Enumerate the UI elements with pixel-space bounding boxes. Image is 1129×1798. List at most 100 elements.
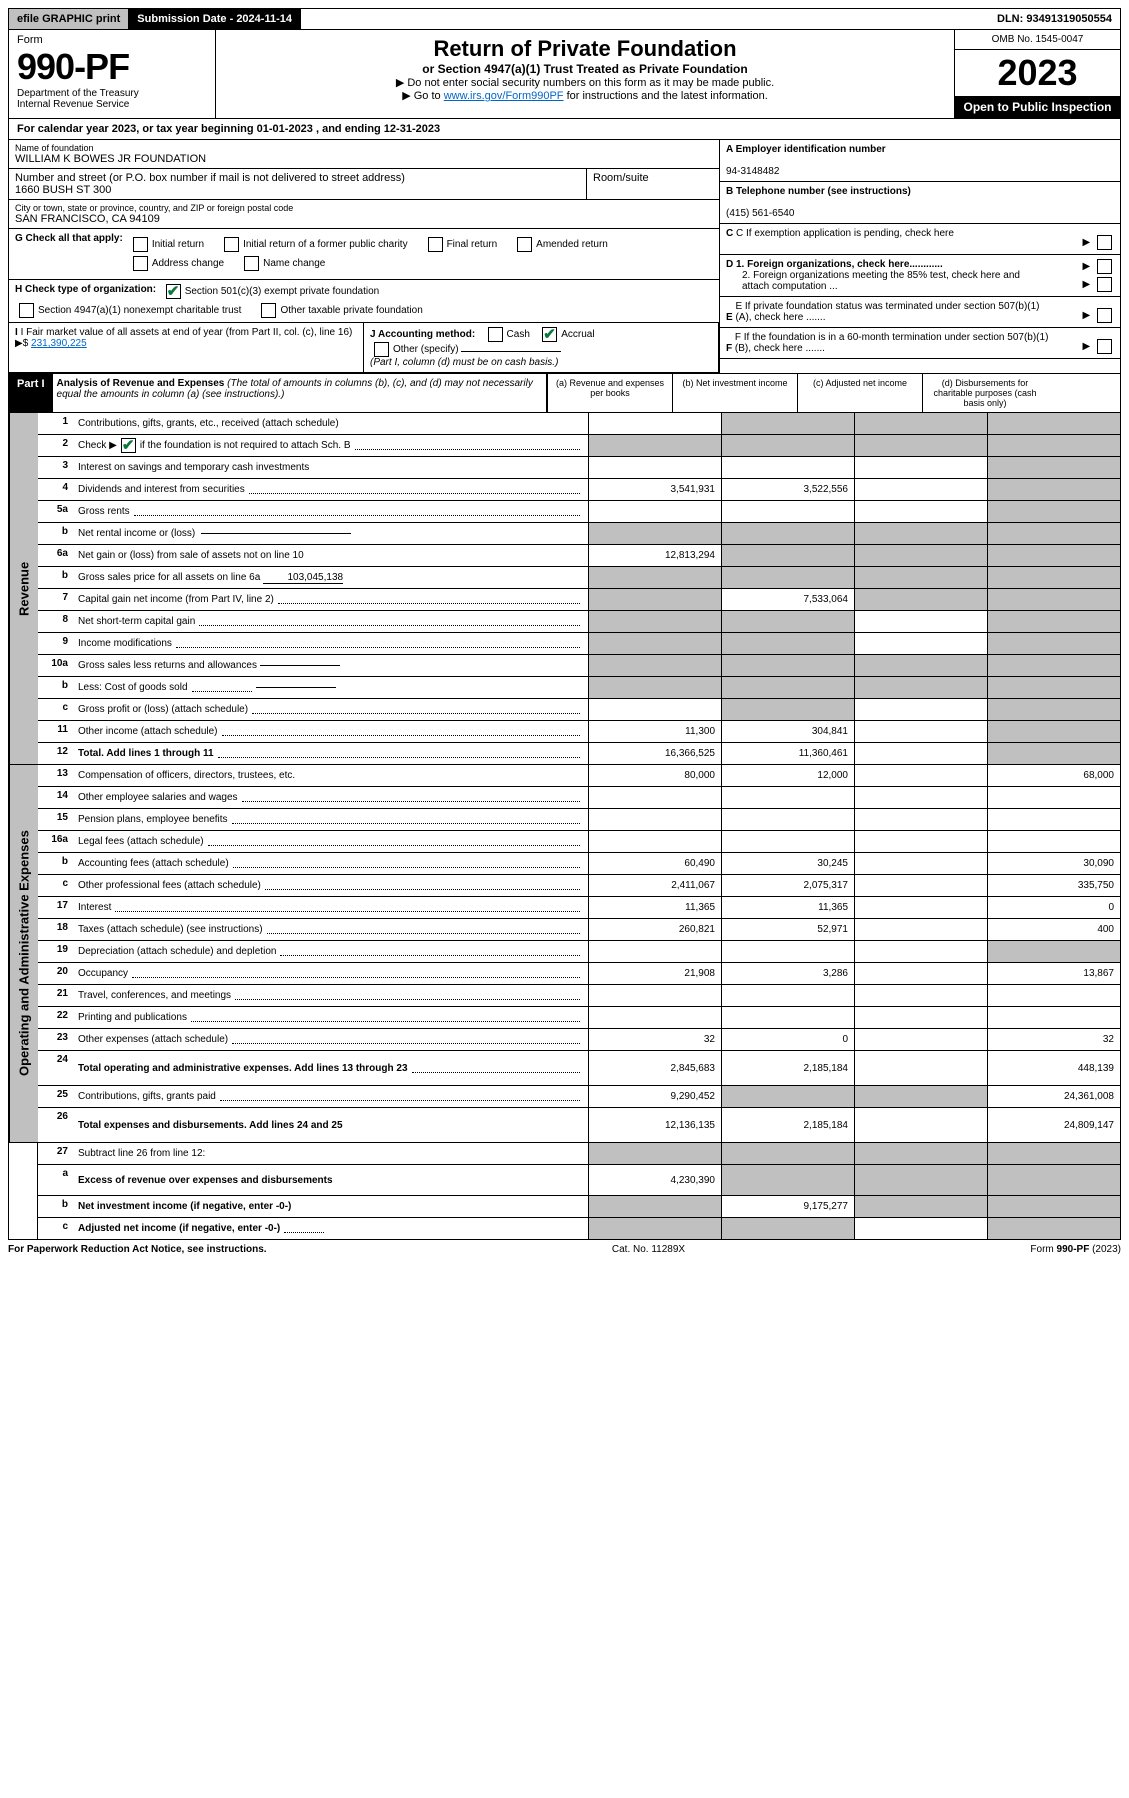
fmv-link[interactable]: 231,390,225 <box>31 338 87 349</box>
line-11: Other income (attach schedule) <box>74 721 588 742</box>
line-13: Compensation of officers, directors, tru… <box>74 765 588 786</box>
ein-box: A Employer identification number 94-3148… <box>720 140 1120 182</box>
line-10c: Gross profit or (loss) (attach schedule) <box>74 699 588 720</box>
info-right: A Employer identification number 94-3148… <box>719 140 1120 373</box>
form-number: 990-PF <box>17 46 207 88</box>
city-cell: City or town, state or province, country… <box>9 200 719 229</box>
open-inspection: Open to Public Inspection <box>955 96 1120 118</box>
g-initial-former[interactable]: Initial return of a former public charit… <box>220 237 408 252</box>
g-name[interactable]: Name change <box>240 256 325 271</box>
g-address[interactable]: Address change <box>129 256 224 271</box>
j-note: (Part I, column (d) must be on cash basi… <box>370 357 558 368</box>
instr-post: for instructions and the latest informat… <box>567 90 768 102</box>
phone-box: B Telephone number (see instructions) (4… <box>720 182 1120 224</box>
line-10a: Gross sales less returns and allowances <box>74 655 588 676</box>
omb-number: OMB No. 1545-0047 <box>955 30 1120 50</box>
part1-desc: Analysis of Revenue and Expenses (The to… <box>53 374 546 412</box>
dept-treasury: Department of the Treasury <box>17 88 207 99</box>
line-17: Interest <box>74 897 588 918</box>
h-other[interactable]: Other taxable private foundation <box>257 303 422 318</box>
line-16b: Accounting fees (attach schedule) <box>74 853 588 874</box>
expenses-table: Operating and Administrative Expenses 13… <box>8 765 1121 1143</box>
line-22: Printing and publications <box>74 1007 588 1028</box>
line-27b: Net investment income (if negative, ente… <box>74 1196 588 1217</box>
line-19: Depreciation (attach schedule) and deple… <box>74 941 588 962</box>
line-6a: Net gain or (loss) from sale of assets n… <box>74 545 588 566</box>
col-d-header: (d) Disbursements for charitable purpose… <box>922 374 1047 412</box>
addr-label: Number and street (or P.O. box number if… <box>15 172 580 184</box>
e-box: E E If private foundation status was ter… <box>720 297 1120 328</box>
line-27: Subtract line 26 from line 12: <box>74 1143 588 1164</box>
d1-checkbox[interactable] <box>1097 259 1112 274</box>
line-24: Total operating and administrative expen… <box>74 1051 588 1085</box>
c-box: C C If exemption application is pending,… <box>720 224 1120 255</box>
instr-link-row: ▶ Go to www.irs.gov/Form990PF for instru… <box>224 89 946 102</box>
footer-row: For Paperwork Reduction Act Notice, see … <box>8 1240 1121 1259</box>
form-title: Return of Private Foundation <box>224 36 946 62</box>
cat-no: Cat. No. 11289X <box>612 1244 685 1255</box>
address-cell: Number and street (or P.O. box number if… <box>9 169 586 199</box>
foundation-city: SAN FRANCISCO, CA 94109 <box>15 213 713 225</box>
instructions-link[interactable]: www.irs.gov/Form990PF <box>444 90 564 102</box>
line-2-checkbox[interactable] <box>121 438 136 453</box>
part1-label: Part I <box>9 374 53 412</box>
foundation-address: 1660 BUSH ST 300 <box>15 184 580 196</box>
g-final[interactable]: Final return <box>424 237 498 252</box>
g-amended[interactable]: Amended return <box>513 237 608 252</box>
header-center: Return of Private Foundation or Section … <box>216 30 954 118</box>
foundation-name-cell: Name of foundation WILLIAM K BOWES JR FO… <box>9 140 719 169</box>
h-501c3[interactable]: Section 501(c)(3) exempt private foundat… <box>162 284 380 299</box>
j-other-opt[interactable]: Other (specify) <box>370 344 459 355</box>
line-5a: Gross rents <box>74 501 588 522</box>
efile-label[interactable]: efile GRAPHIC print <box>9 9 129 29</box>
line-5b: Net rental income or (loss) <box>74 523 588 544</box>
line-3: Interest on savings and temporary cash i… <box>74 457 588 478</box>
i-fmv: I I Fair market value of all assets at e… <box>9 323 364 372</box>
f-box: F F If the foundation is in a 60-month t… <box>720 328 1120 359</box>
name-label: Name of foundation <box>15 143 713 153</box>
room-cell: Room/suite <box>586 169 719 199</box>
g-label: G Check all that apply: <box>15 233 123 244</box>
j-accrual[interactable]: Accrual <box>538 329 594 340</box>
form-subtitle: or Section 4947(a)(1) Trust Treated as P… <box>224 62 946 76</box>
info-left: Name of foundation WILLIAM K BOWES JR FO… <box>9 140 719 373</box>
h-4947[interactable]: Section 4947(a)(1) nonexempt charitable … <box>15 303 241 318</box>
col-a-header: (a) Revenue and expenses per books <box>547 374 672 412</box>
line-12: Total. Add lines 1 through 11 <box>74 743 588 764</box>
line-9: Income modifications <box>74 633 588 654</box>
form-word: Form <box>17 34 207 46</box>
revenue-table: Revenue 1Contributions, gifts, grants, e… <box>8 412 1121 765</box>
h-check-row: H Check type of organization: Section 50… <box>9 280 719 323</box>
col-b-header: (b) Net investment income <box>672 374 797 412</box>
fmv-accounting-row: I I Fair market value of all assets at e… <box>9 323 719 373</box>
opex-sidebar: Operating and Administrative Expenses <box>9 765 38 1142</box>
line-16c: Other professional fees (attach schedule… <box>74 875 588 896</box>
g-check-row: G Check all that apply: Initial return I… <box>9 229 719 280</box>
line-20: Occupancy <box>74 963 588 984</box>
line-10b: Less: Cost of goods sold <box>74 677 588 698</box>
c-checkbox[interactable] <box>1097 235 1112 250</box>
room-label: Room/suite <box>593 172 713 184</box>
header-left: Form 990-PF Department of the Treasury I… <box>9 30 216 118</box>
line-16a: Legal fees (attach schedule) <box>74 831 588 852</box>
line-27c: Adjusted net income (if negative, enter … <box>74 1218 588 1239</box>
line-26: Total expenses and disbursements. Add li… <box>74 1108 588 1142</box>
foundation-name: WILLIAM K BOWES JR FOUNDATION <box>15 153 713 165</box>
f-checkbox[interactable] <box>1097 339 1112 354</box>
form-footer: Form 990-PF (2023) <box>1030 1244 1121 1255</box>
phone-value: (415) 561-6540 <box>726 208 794 219</box>
line-27-table: 27Subtract line 26 from line 12: aExcess… <box>8 1143 1121 1240</box>
instr-ssn: ▶ Do not enter social security numbers o… <box>224 76 946 89</box>
d2-checkbox[interactable] <box>1097 277 1112 292</box>
j-accounting: J Accounting method: Cash Accrual Other … <box>364 323 719 372</box>
topbar: efile GRAPHIC print Submission Date - 20… <box>8 8 1121 30</box>
dln: DLN: 93491319050554 <box>989 9 1120 29</box>
g-initial[interactable]: Initial return <box>129 237 204 252</box>
e-checkbox[interactable] <box>1097 308 1112 323</box>
j-cash[interactable]: Cash <box>484 329 530 340</box>
revenue-sidebar: Revenue <box>9 413 38 764</box>
info-grid: Name of foundation WILLIAM K BOWES JR FO… <box>8 140 1121 373</box>
line-27a: Excess of revenue over expenses and disb… <box>74 1165 588 1195</box>
line-15: Pension plans, employee benefits <box>74 809 588 830</box>
line-1: Contributions, gifts, grants, etc., rece… <box>74 413 588 434</box>
